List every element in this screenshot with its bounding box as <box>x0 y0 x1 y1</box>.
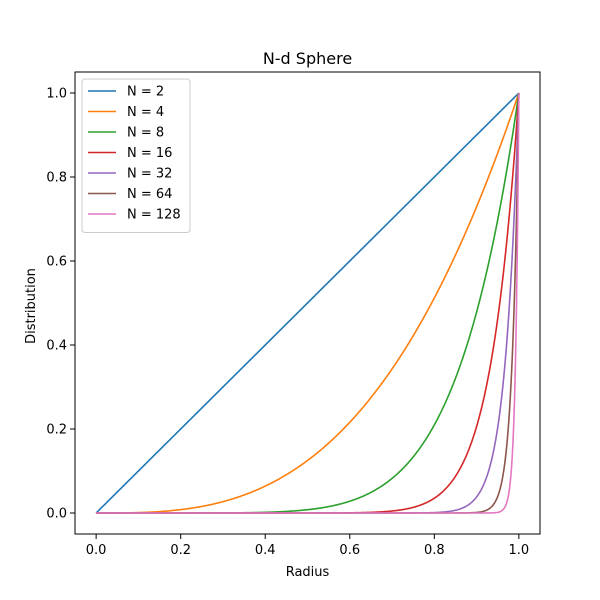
legend-label-0: N = 2 <box>127 85 164 100</box>
series-line-1 <box>96 92 520 514</box>
y-axis-label: Distribution <box>24 268 39 344</box>
legend-label-3: N = 16 <box>127 146 172 161</box>
x-tick-label: 0.8 <box>424 543 445 558</box>
legend: N = 2 N = 4 N = 8 N = 16 N = 32 N = 64 N = 128 <box>81 78 191 233</box>
y-tick-label: 0.6 <box>46 255 67 270</box>
legend-label-6: N = 128 <box>127 208 181 223</box>
legend-label-5: N = 64 <box>127 187 172 202</box>
chart-title: N-d Sphere <box>263 49 352 68</box>
y-tick-label: 0.2 <box>46 423 67 438</box>
y-tick-label: 0.4 <box>46 339 67 354</box>
series-line-6 <box>96 92 520 514</box>
y-axis-ticks: 0.0 0.2 0.4 0.6 0.8 1.0 <box>46 87 75 522</box>
y-tick-label: 0.8 <box>46 171 67 186</box>
y-tick-label: 1.0 <box>46 87 67 102</box>
series-line-0 <box>95 92 520 514</box>
plot-area <box>74 71 541 535</box>
legend-label-2: N = 8 <box>127 126 164 141</box>
x-tick-label: 0.4 <box>255 543 276 558</box>
legend-label-4: N = 32 <box>127 167 172 182</box>
x-axis-label: Radius <box>286 565 330 580</box>
y-tick-label: 0.0 <box>46 507 67 522</box>
x-tick-label: 0.2 <box>170 543 191 558</box>
x-tick-label: 0.0 <box>86 543 107 558</box>
x-tick-label: 0.6 <box>339 543 360 558</box>
legend-label-1: N = 4 <box>127 105 164 120</box>
x-tick-label: 1.0 <box>509 543 530 558</box>
plot-frame <box>74 71 541 535</box>
x-axis-ticks: 0.0 0.2 0.4 0.6 0.8 1.0 <box>86 534 529 558</box>
